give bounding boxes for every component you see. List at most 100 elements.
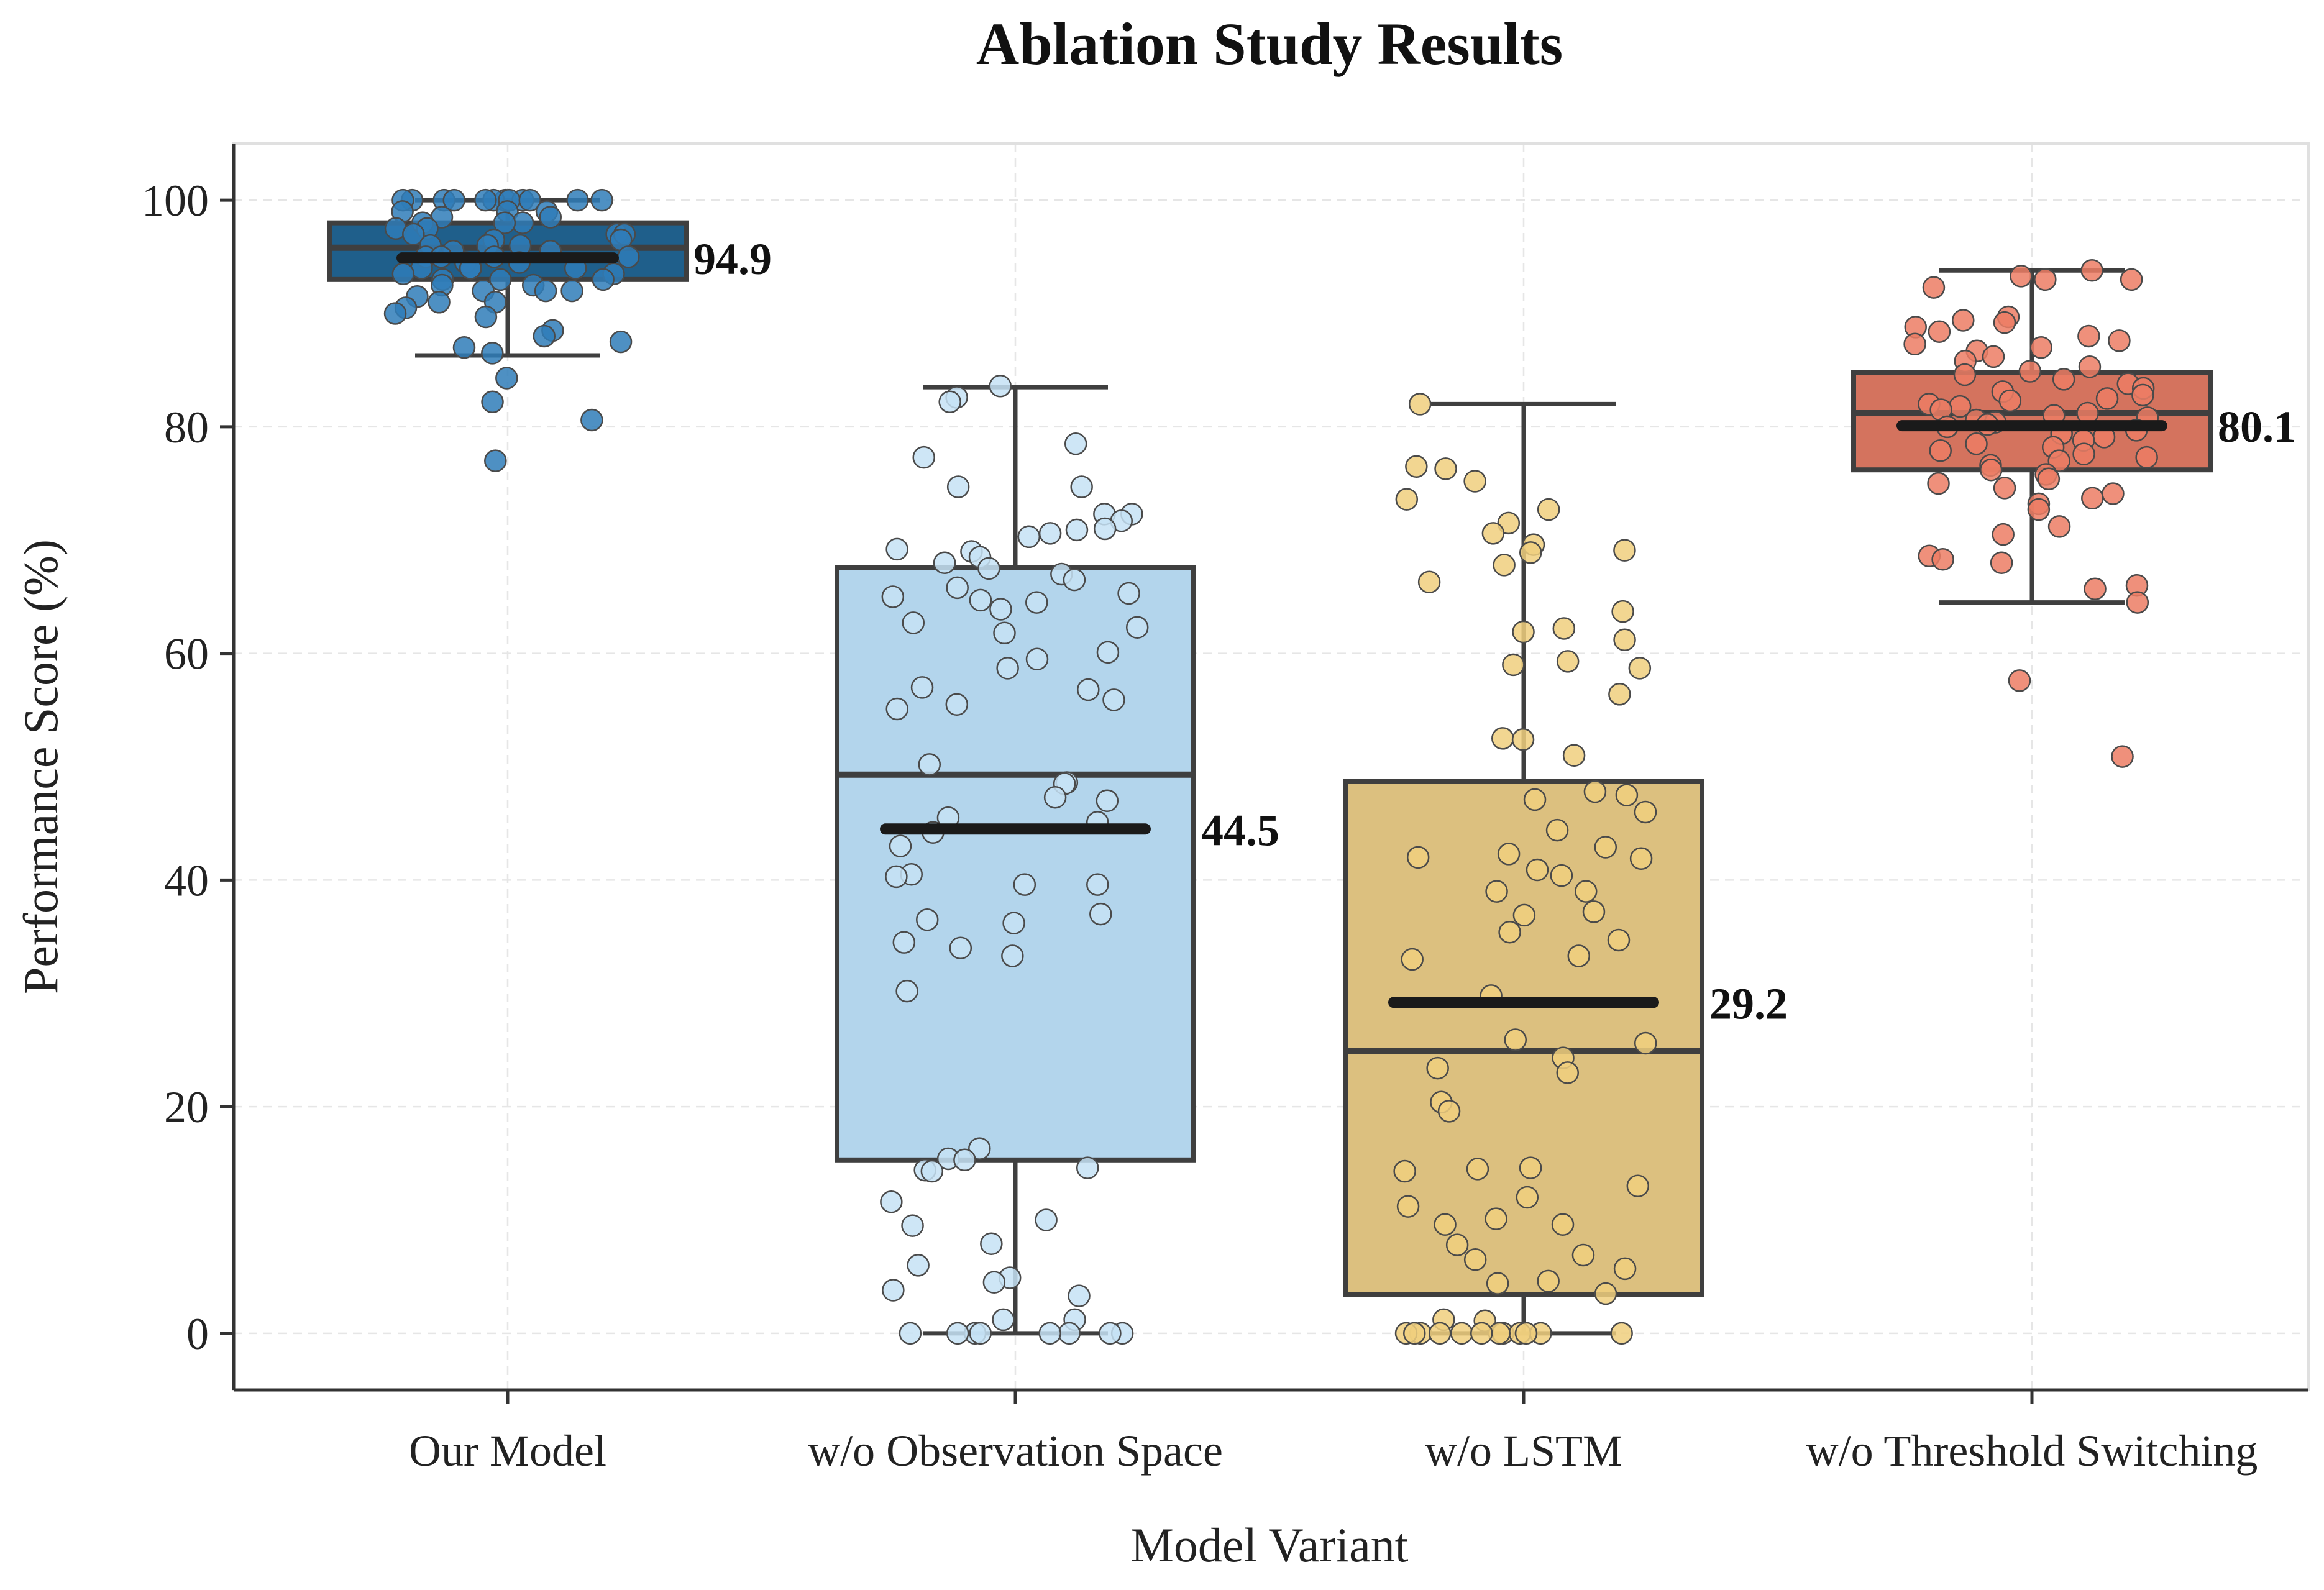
data-point <box>1035 1208 1058 1231</box>
data-point <box>402 222 425 246</box>
data-point <box>1511 728 1535 751</box>
data-point <box>383 302 407 325</box>
data-point <box>1928 320 1951 343</box>
data-point <box>481 342 504 365</box>
data-point <box>1065 518 1089 542</box>
data-point <box>484 449 507 472</box>
data-point <box>1993 477 2016 500</box>
data-point <box>2018 360 2042 383</box>
data-point <box>2034 268 2057 291</box>
data-point <box>1567 944 1590 967</box>
data-point <box>428 291 451 314</box>
data-point <box>1537 498 1560 521</box>
data-point <box>1463 470 1486 493</box>
data-point <box>2047 515 2071 538</box>
data-point <box>1025 591 1048 614</box>
y-tick-label: 100 <box>142 176 209 226</box>
data-point <box>1953 363 1977 386</box>
data-point <box>920 1159 944 1183</box>
data-point <box>533 324 556 348</box>
data-point <box>1405 455 1428 478</box>
data-point <box>2120 268 2143 291</box>
data-point <box>1038 522 1062 545</box>
data-point <box>1396 1195 1420 1218</box>
data-point <box>1402 1322 1426 1345</box>
data-point <box>1552 617 1576 640</box>
data-point <box>1523 788 1547 811</box>
data-point <box>1903 332 1926 356</box>
data-point <box>1979 458 2003 482</box>
data-point <box>539 206 562 229</box>
data-point <box>1086 873 1109 896</box>
data-point <box>1077 678 1100 701</box>
data-point <box>1493 554 1516 577</box>
data-point <box>982 1271 1006 1294</box>
data-point <box>1001 944 1024 967</box>
data-point <box>1922 276 1946 299</box>
data-point <box>2135 445 2158 469</box>
data-point <box>1628 657 1652 680</box>
data-point <box>2027 498 2051 521</box>
data-point <box>2029 336 2052 359</box>
data-point <box>1982 345 2005 368</box>
data-point <box>2052 368 2075 391</box>
data-point <box>1931 548 1954 571</box>
data-point <box>566 188 589 212</box>
data-point <box>1070 475 1093 498</box>
data-point <box>534 279 557 303</box>
data-point <box>1058 1322 1081 1345</box>
data-point <box>1626 1174 1650 1197</box>
data-point <box>1613 628 1636 652</box>
data-point <box>2010 265 2033 288</box>
x-axis-ticks: Our Model w/o Observation Space w/o LSTM w/… <box>409 1390 2258 1476</box>
data-point <box>993 621 1016 645</box>
data-point <box>1406 846 1430 869</box>
data-point <box>1615 784 1639 806</box>
data-point <box>1117 582 1140 605</box>
data-point <box>880 1190 903 1213</box>
data-point <box>1025 647 1049 671</box>
data-point <box>1608 683 1631 706</box>
data-point <box>1076 1156 1099 1179</box>
data-point <box>1519 1156 1542 1179</box>
data-point <box>1634 800 1657 824</box>
data-point <box>2037 467 2061 491</box>
data-point <box>907 1254 930 1277</box>
y-tick-label: 20 <box>164 1082 209 1132</box>
x-tick-label: w/o Observation Space <box>808 1426 1223 1476</box>
data-point <box>1537 1269 1560 1293</box>
data-point <box>1556 1061 1580 1084</box>
data-point <box>1583 780 1607 803</box>
data-point <box>885 697 909 721</box>
data-point <box>474 305 498 329</box>
data-point <box>1068 1284 1091 1307</box>
x-tick-label: w/o Threshold Switching <box>1806 1426 2258 1476</box>
data-point <box>580 408 603 432</box>
data-point <box>1017 525 1041 549</box>
data-point <box>1429 1322 1452 1345</box>
data-point <box>1526 858 1549 882</box>
data-point <box>1470 1322 1493 1345</box>
data-point <box>946 576 969 600</box>
data-point <box>1038 1322 1061 1345</box>
x-axis-label: Model Variant <box>1131 1518 1409 1572</box>
data-point <box>1099 1322 1122 1345</box>
data-point <box>969 1322 992 1345</box>
data-point <box>489 268 512 291</box>
data-point <box>1096 641 1120 664</box>
data-point <box>2081 487 2104 510</box>
data-point <box>945 693 969 716</box>
data-point <box>881 585 905 608</box>
data-point <box>1125 616 1149 639</box>
data-point <box>1002 912 1025 934</box>
data-point <box>452 336 476 359</box>
mean-value-label: 44.5 <box>1201 805 1279 855</box>
data-point <box>889 834 912 857</box>
points-layer <box>383 188 2159 1345</box>
data-point <box>901 1214 924 1237</box>
y-tick-label: 0 <box>186 1309 209 1359</box>
data-point <box>1607 928 1631 952</box>
data-point <box>1395 488 1419 511</box>
x-tick-label: w/o LSTM <box>1425 1426 1622 1476</box>
chart-title: Ablation Study Results <box>976 11 1563 77</box>
